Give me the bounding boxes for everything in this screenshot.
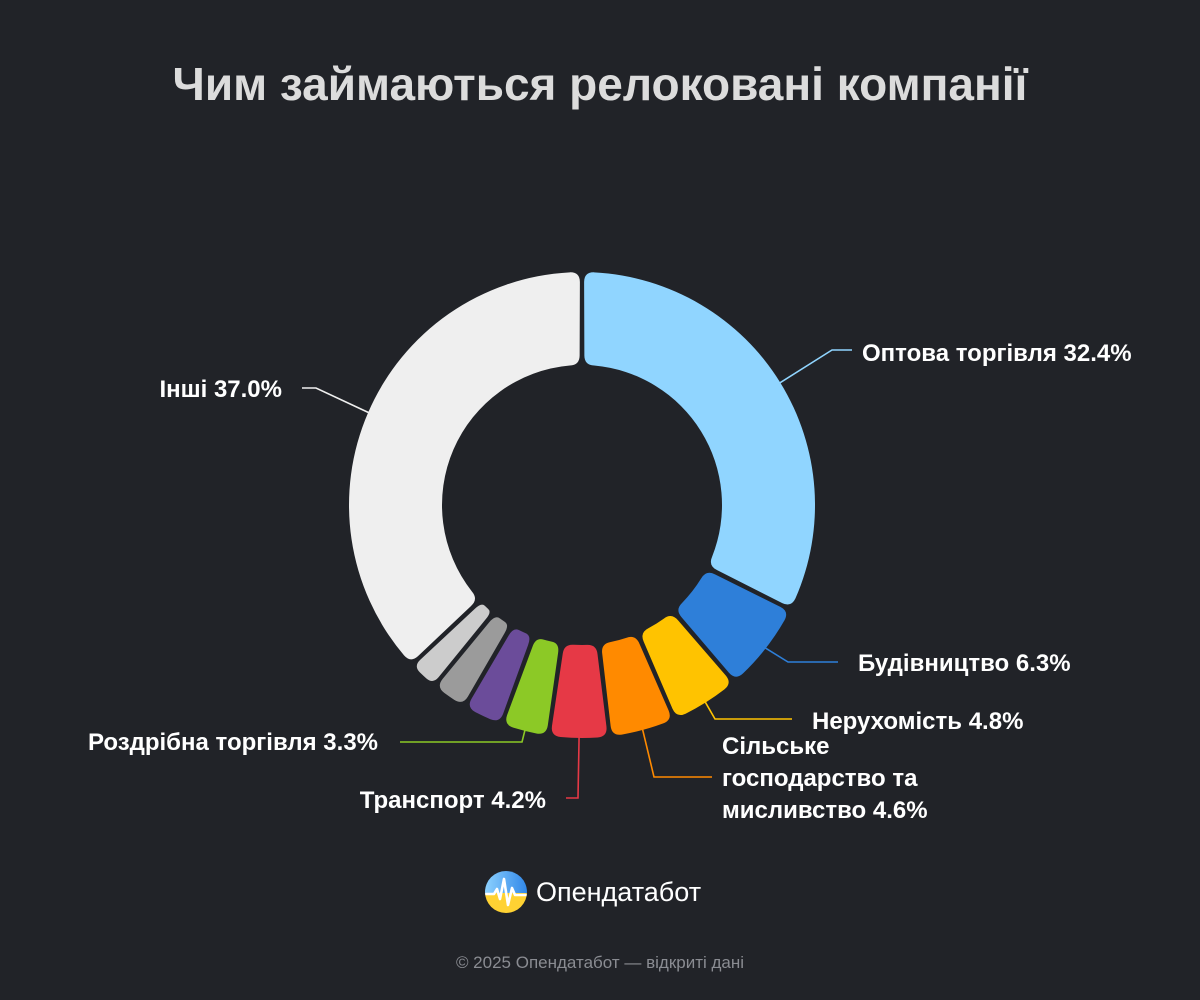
slice-label-6: Роздрібна торгівля 3.3% — [88, 729, 378, 756]
leader-line-2 — [763, 646, 838, 663]
slice-label-3: Нерухомість 4.8% — [812, 708, 1023, 735]
leader-line-3 — [703, 700, 792, 720]
slice-10 — [349, 272, 580, 660]
leader-line-10 — [302, 387, 371, 414]
slice-1 — [584, 272, 816, 605]
chart-title: Чим займаються релоковані компанії — [172, 58, 1028, 110]
opendatabot-logo-icon — [485, 871, 527, 913]
brand-logo: Опендатабот — [484, 870, 701, 914]
slice-6 — [506, 639, 559, 734]
brand-name: Опендатабот — [536, 876, 702, 907]
slice-label-line: господарство та — [722, 765, 918, 792]
slice-label-5: Транспорт 4.2% — [360, 787, 546, 814]
slice-3 — [642, 615, 729, 716]
chart-labels: Оптова торгівля 32.4% Будівництво 6.3% Нер… — [88, 340, 1132, 824]
slice-9 — [416, 604, 490, 681]
slice-7 — [469, 629, 530, 721]
slice-label-4: Сільське господарство та мисливство 4.6% — [722, 733, 928, 824]
slice-4 — [602, 636, 670, 735]
footer-copyright: © 2025 Опендатабот — відкриті дані — [455, 953, 745, 972]
leader-line-6 — [400, 728, 527, 743]
chart-leader-lines — [302, 349, 852, 799]
leader-line-5 — [566, 735, 580, 799]
slice-label-1: Оптова торгівля 32.4% — [862, 340, 1132, 367]
slice-2 — [678, 572, 787, 677]
leader-line-1 — [778, 349, 852, 385]
slice-label-line: мисливство 4.6% — [722, 797, 928, 824]
chart-slices — [349, 272, 816, 739]
slice-8 — [439, 617, 508, 702]
slice-label-10: Інші 37.0% — [159, 376, 282, 403]
leader-line-4 — [641, 727, 712, 778]
slice-5 — [551, 644, 607, 739]
slice-label-2: Будівництво 6.3% — [858, 650, 1071, 677]
slice-label-line: Сільське — [722, 733, 829, 760]
